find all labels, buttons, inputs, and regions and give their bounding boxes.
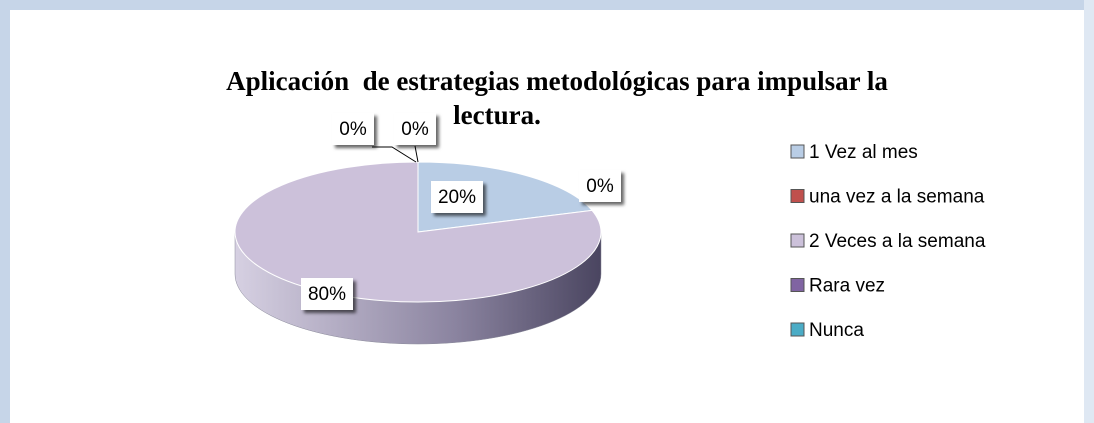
- legend-label: Rara vez: [809, 276, 885, 297]
- data-label: 0%: [586, 176, 614, 197]
- data-label: 0%: [401, 119, 429, 140]
- data-labels: 20% 0% 80% 0% 0%: [301, 113, 621, 310]
- label-box: [301, 278, 353, 310]
- legend-label: una vez a la semana: [809, 187, 985, 208]
- pie: [234, 161, 602, 345]
- legend-swatch: [790, 144, 805, 159]
- label-box: [394, 113, 436, 145]
- legend-swatch: [790, 322, 805, 337]
- label-box: [579, 170, 621, 202]
- label-box: [431, 181, 483, 213]
- legend-label: 2 Veces a la semana: [809, 231, 986, 252]
- legend-swatch: [790, 189, 805, 203]
- frame-top: [0, 0, 1094, 10]
- legend: 1 Vez al mes una vez a la semana 2 Veces a…: [790, 142, 986, 341]
- frame-right: [1084, 0, 1094, 423]
- legend-swatch: [790, 233, 805, 248]
- frame-left: [0, 0, 10, 423]
- legend-swatch: [790, 278, 805, 292]
- data-label: 0%: [339, 119, 367, 140]
- legend-label: 1 Vez al mes: [809, 142, 918, 163]
- data-label: 20%: [438, 187, 476, 208]
- chart-title: lectura.: [453, 100, 541, 130]
- label-box: [332, 113, 374, 145]
- chart-title: Aplicación de estrategias metodológicas …: [226, 66, 888, 96]
- leader-line: [414, 145, 419, 163]
- legend-label: Nunca: [809, 320, 864, 341]
- data-label: 80%: [308, 284, 346, 305]
- leader-line: [372, 146, 417, 163]
